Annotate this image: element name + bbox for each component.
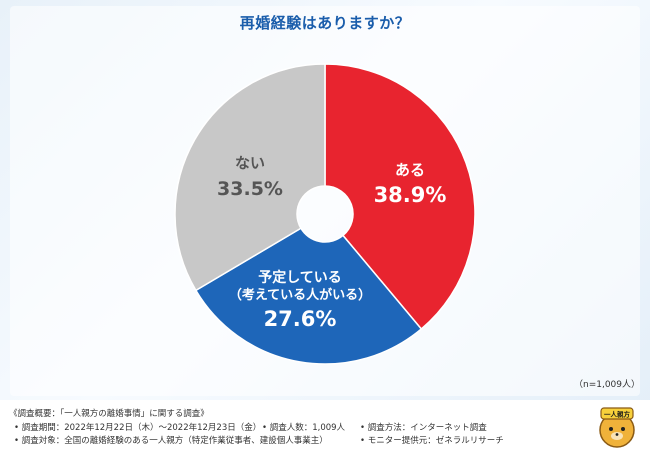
mascot-badge: 一人親方 (604, 410, 631, 419)
pie-slice-1 (194, 227, 423, 365)
survey-title: 《調査概要：「一人親方の離婚事情」に関する調査》 (9, 409, 209, 419)
slice-label-1: 予定している（考えている人がいる） (229, 269, 371, 303)
survey-period: • 調査期間：2022年12月22日（木）〜2022年12月23日（金） (14, 423, 262, 433)
slice-label-0: ある (395, 161, 425, 179)
sample-size: （n=1,009人） (573, 380, 640, 390)
slice-value-0: 38.9% (374, 183, 447, 207)
survey-count: • 調査人数：1,009人 (262, 423, 346, 433)
slice-value-1: 27.6% (264, 307, 337, 331)
survey-target: • 調査対象：全国の離婚経験のある一人親方（特定作業従事者、建設個人事業主） (14, 436, 328, 446)
mascot-icon: 一人親方 (599, 407, 635, 448)
survey-footer: 《調査概要：「一人親方の離婚事情」に関する調査》 • 調査期間：2022年12月… (0, 400, 650, 450)
slice-label-2: ない (235, 154, 265, 172)
donut-chart: ある 38.9% 予定している（考えている人がいる） 27.6% ない 33.5% (174, 63, 476, 365)
survey-provider: • モニター提供元：ゼネラルリサーチ (360, 436, 504, 446)
pie-slice-0 (324, 63, 476, 331)
pie-slice-2 (174, 63, 326, 292)
slice-value-2: 33.5% (217, 178, 283, 200)
chart-title: 再婚経験はありますか？ (239, 14, 411, 32)
survey-method: • 調査方法：インターネット調査 (360, 423, 487, 433)
